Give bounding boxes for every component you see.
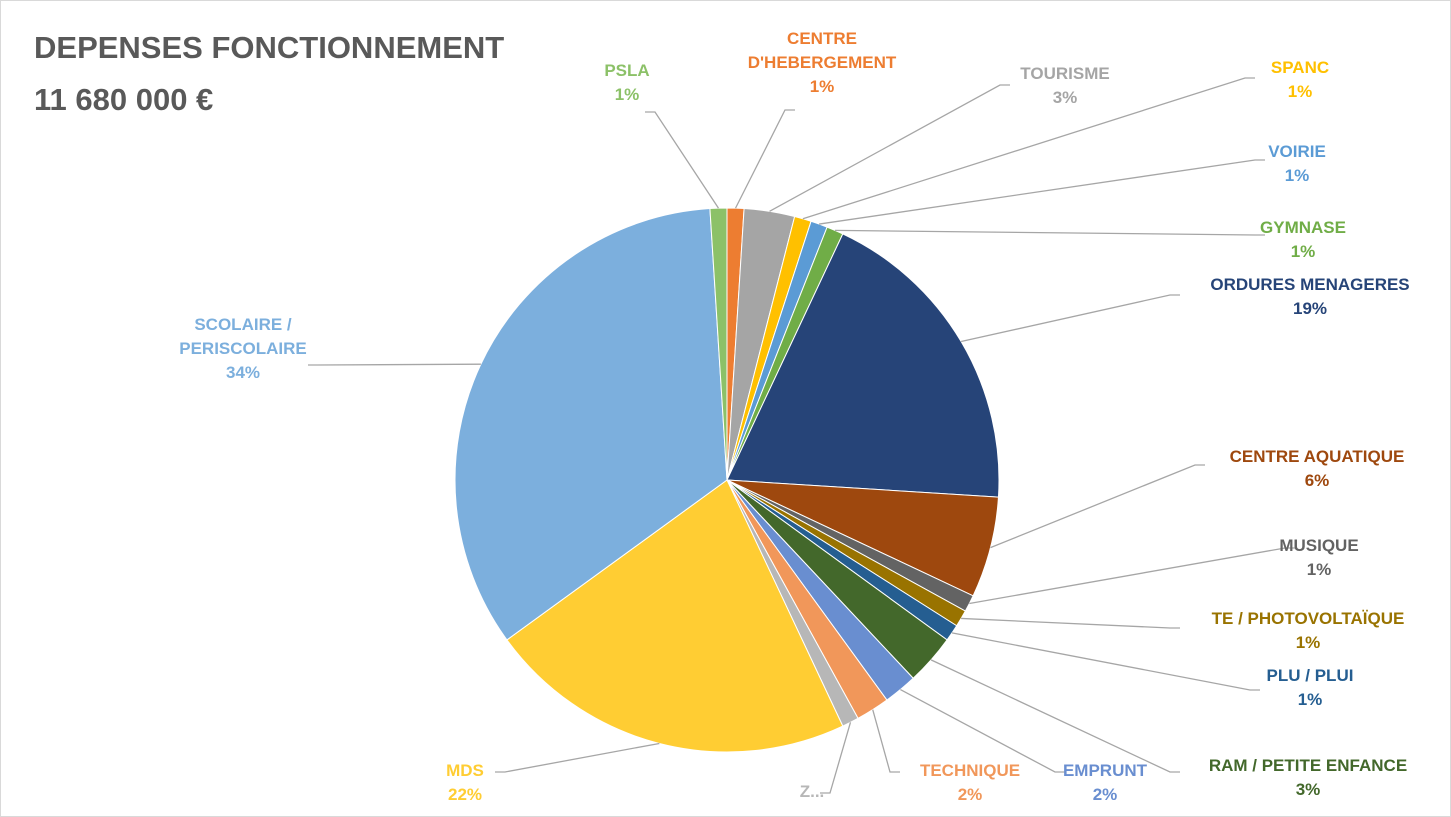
category-label: GYMNASE xyxy=(1260,218,1346,237)
leader-line xyxy=(769,84,1010,212)
value-label: 1% xyxy=(1306,560,1332,579)
category-label: CENTRE D'HEBERGEMENT xyxy=(747,29,897,72)
category-label: CENTRE AQUATIQUE xyxy=(1229,447,1405,466)
leader-line xyxy=(990,464,1205,549)
category-label: PSLA xyxy=(604,61,650,80)
leader-line xyxy=(835,229,1265,236)
data-label: MUSIQUE 1% xyxy=(1259,534,1379,582)
leader-line xyxy=(820,722,852,794)
data-label: Z... xyxy=(782,780,842,804)
chart-title: DEPENSES FONCTIONNEMENT xyxy=(34,30,505,65)
pie-slice xyxy=(726,233,1000,498)
category-label: SPANC xyxy=(1270,58,1330,77)
value-label: 2% xyxy=(957,785,983,804)
data-label: MDS 22% xyxy=(425,759,505,807)
value-label: 1% xyxy=(614,85,640,104)
leader-line xyxy=(951,632,1260,691)
value-label: 19% xyxy=(1292,299,1328,318)
data-label: PSLA 1% xyxy=(587,59,667,107)
value-label: 1% xyxy=(1284,166,1310,185)
value-label: 1% xyxy=(1297,690,1323,709)
data-label: EMPRUNT 2% xyxy=(1040,759,1170,807)
leader-line xyxy=(969,547,1295,605)
pie-slice xyxy=(454,208,728,641)
category-label: ORDURES MENAGERES xyxy=(1210,275,1410,294)
category-label: PLU / PLUI xyxy=(1266,666,1354,685)
data-label: TECHNIQUE 2% xyxy=(900,759,1040,807)
category-label: MDS xyxy=(446,761,484,780)
leader-line xyxy=(734,109,795,209)
leader-line xyxy=(495,742,660,773)
data-label: TOURISME 3% xyxy=(995,62,1135,110)
category-label: TOURISME xyxy=(1020,64,1110,83)
value-label: 34% xyxy=(225,363,261,382)
data-label: SPANC 1% xyxy=(1255,56,1345,104)
data-label: CENTRE AQUATIQUE 6% xyxy=(1217,445,1417,493)
data-label: RAM / PETITE ENFANCE 3% xyxy=(1168,754,1448,802)
data-label: ORDURES MENAGERES 19% xyxy=(1175,273,1445,321)
leader-line xyxy=(819,159,1265,225)
leader-line xyxy=(961,617,1180,629)
value-label: 1% xyxy=(1295,633,1321,652)
data-label: TE / PHOTOVOLTAÏQUE 1% xyxy=(1173,607,1443,655)
value-label: 3% xyxy=(1052,88,1078,107)
chart-subtitle: 11 680 000 € xyxy=(34,82,214,117)
value-label: 6% xyxy=(1304,471,1330,490)
value-label: 3% xyxy=(1295,780,1321,799)
leader-line xyxy=(802,77,1255,220)
category-label: TECHNIQUE xyxy=(919,761,1021,780)
value-label: 1% xyxy=(1287,82,1313,101)
pie-slice xyxy=(709,207,728,481)
data-label: PLU / PLUI 1% xyxy=(1245,664,1375,712)
category-label: EMPRUNT xyxy=(1062,761,1148,780)
data-label: GYMNASE 1% xyxy=(1253,216,1353,264)
leader-line xyxy=(308,363,481,366)
value-label: 1% xyxy=(809,77,835,96)
data-label: VOIRIE 1% xyxy=(1252,140,1342,188)
category-label: VOIRIE xyxy=(1268,142,1326,161)
category-label: RAM / PETITE ENFANCE xyxy=(1208,756,1408,775)
leader-line xyxy=(930,659,1180,773)
category-label: Z... xyxy=(799,782,825,801)
value-label: 1% xyxy=(1290,242,1316,261)
category-label: SCOLAIRE / PERISCOLAIRE xyxy=(179,315,307,358)
category-label: TE / PHOTOVOLTAÏQUE xyxy=(1211,609,1405,628)
category-label: MUSIQUE xyxy=(1279,536,1359,555)
leader-line xyxy=(900,689,1065,773)
data-label: CENTRE D'HEBERGEMENT 1% xyxy=(742,27,902,99)
data-label: SCOLAIRE / PERISCOLAIRE 34% xyxy=(163,313,323,385)
value-label: 22% xyxy=(447,785,483,804)
leader-line xyxy=(872,709,900,773)
value-label: 2% xyxy=(1092,785,1118,804)
leader-line xyxy=(645,111,719,209)
leader-line xyxy=(960,294,1180,343)
